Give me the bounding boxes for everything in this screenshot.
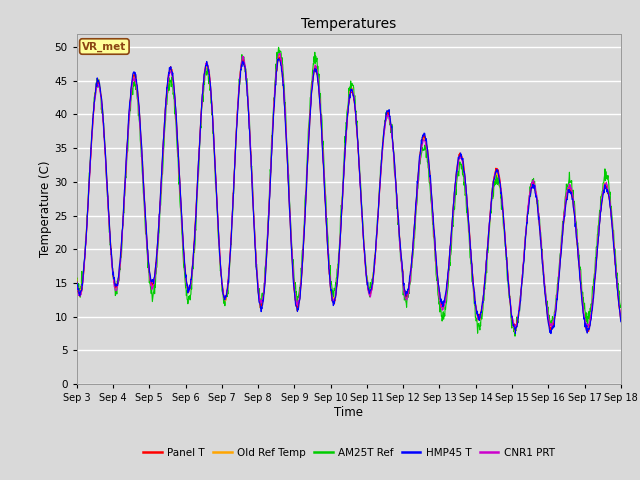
Text: VR_met: VR_met bbox=[82, 41, 127, 52]
X-axis label: Time: Time bbox=[334, 406, 364, 419]
Y-axis label: Temperature (C): Temperature (C) bbox=[39, 160, 52, 257]
Title: Temperatures: Temperatures bbox=[301, 17, 396, 31]
Legend: Panel T, Old Ref Temp, AM25T Ref, HMP45 T, CNR1 PRT: Panel T, Old Ref Temp, AM25T Ref, HMP45 … bbox=[139, 444, 559, 462]
